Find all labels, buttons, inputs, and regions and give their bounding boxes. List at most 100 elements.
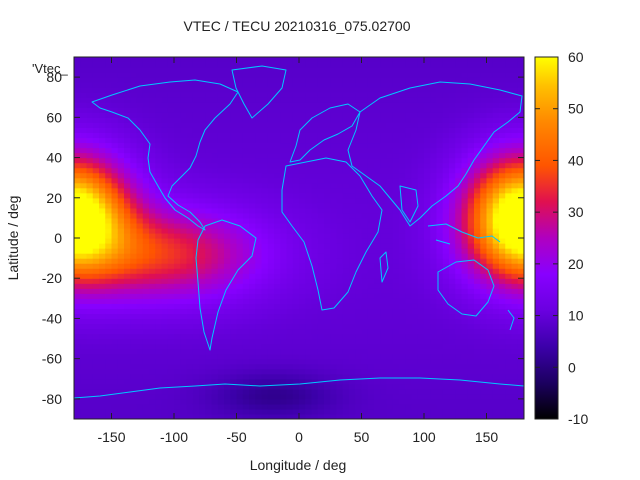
heatmap-cell (249, 122, 256, 128)
heatmap-cell (455, 167, 463, 174)
heatmap-cell (461, 117, 469, 123)
heatmap-cell (342, 137, 350, 144)
heatmap-cell (111, 147, 119, 154)
heatmap-cell (305, 82, 313, 88)
heatmap-cell (236, 313, 244, 320)
heatmap-cell (430, 333, 438, 340)
heatmap-cell (124, 77, 131, 83)
heatmap-cell (417, 338, 425, 345)
heatmap-cell (186, 398, 194, 405)
heatmap-cell (186, 303, 194, 309)
heatmap-cell (374, 333, 381, 340)
heatmap-cell (105, 383, 113, 390)
heatmap-cell (330, 328, 338, 335)
heatmap-cell (317, 348, 325, 355)
heatmap-cell (474, 72, 481, 78)
heatmap-cell (492, 62, 500, 68)
heatmap-cell (186, 107, 194, 113)
heatmap-cell (286, 202, 294, 209)
heatmap-cell (424, 393, 431, 400)
heatmap-cell (361, 102, 369, 108)
heatmap-cell (505, 358, 513, 365)
heatmap-cell (255, 152, 263, 159)
heatmap-cell (286, 72, 294, 78)
heatmap-cell (211, 102, 219, 108)
heatmap-cell (92, 62, 100, 68)
heatmap-cell (405, 243, 413, 249)
heatmap-cell (124, 373, 131, 380)
heatmap-cell (174, 238, 181, 244)
heatmap-cell (305, 383, 313, 390)
heatmap-cell (386, 232, 394, 239)
heatmap-cell (449, 273, 456, 279)
heatmap-cell (380, 57, 388, 63)
heatmap-cell (467, 62, 475, 68)
heatmap-cell (467, 288, 475, 294)
heatmap-cell (361, 82, 369, 88)
heatmap-cell (186, 258, 194, 264)
heatmap-cell (180, 398, 188, 405)
heatmap-cell (430, 413, 438, 419)
heatmap-cell (274, 177, 281, 184)
heatmap-cell (161, 243, 169, 249)
heatmap-cell (336, 343, 344, 350)
heatmap-cell (205, 137, 213, 144)
heatmap-cell (411, 398, 419, 405)
heatmap-cell (280, 313, 288, 320)
heatmap-cell (230, 378, 238, 385)
heatmap-cell (342, 258, 350, 264)
heatmap-cell (411, 137, 419, 144)
heatmap-cell (374, 222, 381, 229)
heatmap-cell (124, 293, 131, 299)
heatmap-cell (417, 298, 425, 304)
heatmap-cell (399, 253, 406, 259)
heatmap-cell (367, 373, 375, 380)
heatmap-cell (330, 343, 338, 350)
heatmap-cell (361, 167, 369, 174)
heatmap-cell (124, 383, 131, 390)
heatmap-cell (499, 358, 506, 365)
heatmap-cell (111, 112, 119, 118)
heatmap-cell (117, 152, 125, 159)
heatmap-cell (255, 67, 263, 73)
heatmap-cell (336, 67, 344, 73)
heatmap-cell (436, 92, 444, 98)
heatmap-cell (242, 353, 250, 360)
heatmap-cell (274, 72, 281, 78)
heatmap-cell (86, 102, 94, 108)
heatmap-cell (205, 313, 213, 320)
heatmap-cell (499, 253, 506, 259)
heatmap-cell (386, 378, 394, 385)
heatmap-cell (249, 182, 256, 189)
heatmap-cell (442, 318, 450, 325)
heatmap-cell (430, 152, 438, 159)
heatmap-cell (492, 253, 500, 259)
heatmap-cell (167, 273, 175, 279)
heatmap-cell (217, 127, 225, 134)
heatmap-cell (417, 102, 425, 108)
heatmap-cell (486, 338, 494, 345)
heatmap-cell (242, 182, 250, 189)
heatmap-cell (480, 373, 488, 380)
heatmap-cell (249, 107, 256, 113)
heatmap-cell (386, 393, 394, 400)
heatmap-cell (111, 82, 119, 88)
heatmap-cell (130, 227, 138, 234)
heatmap-cell (117, 207, 125, 214)
heatmap-cell (361, 328, 369, 335)
heatmap-cell (461, 212, 469, 219)
heatmap-cell (486, 303, 494, 309)
heatmap-cell (474, 232, 481, 239)
heatmap-cell (192, 343, 200, 350)
heatmap-cell (311, 288, 319, 294)
heatmap-cell (80, 127, 88, 134)
heatmap-cell (111, 298, 119, 304)
heatmap-cell (155, 227, 163, 234)
heatmap-cell (342, 77, 350, 83)
heatmap-cell (136, 222, 144, 229)
heatmap-cell (230, 57, 238, 63)
heatmap-cell (74, 273, 81, 279)
heatmap-cell (74, 147, 81, 154)
heatmap-cell (349, 217, 356, 224)
heatmap-cell (374, 408, 381, 415)
